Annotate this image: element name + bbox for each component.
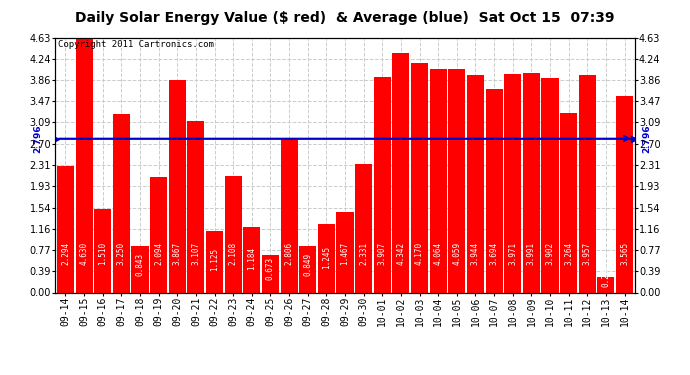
Text: 1.245: 1.245 <box>322 245 331 268</box>
Bar <box>131 246 148 292</box>
Text: 4.170: 4.170 <box>415 242 424 265</box>
Bar <box>560 113 578 292</box>
Bar <box>337 212 353 292</box>
Bar <box>206 231 223 292</box>
Bar <box>393 53 409 292</box>
Bar <box>486 89 503 292</box>
Text: 4.342: 4.342 <box>397 242 406 265</box>
Text: 2.796: 2.796 <box>33 124 42 153</box>
Bar <box>168 80 186 292</box>
Text: 1.510: 1.510 <box>98 242 107 265</box>
Text: 3.907: 3.907 <box>377 242 387 265</box>
Bar <box>150 177 167 292</box>
Text: 4.059: 4.059 <box>453 242 462 265</box>
Bar <box>448 69 465 292</box>
Text: Daily Solar Energy Value ($ red)  & Average (blue)  Sat Oct 15  07:39: Daily Solar Energy Value ($ red) & Avera… <box>75 11 615 25</box>
Bar <box>467 75 484 292</box>
Bar <box>523 73 540 292</box>
Text: 2.094: 2.094 <box>154 242 163 265</box>
Text: 4.630: 4.630 <box>79 242 88 265</box>
Bar <box>579 75 596 292</box>
Text: 0.849: 0.849 <box>303 253 313 276</box>
Text: 0.288: 0.288 <box>602 264 611 287</box>
Text: 3.867: 3.867 <box>172 242 181 265</box>
Text: 3.944: 3.944 <box>471 242 480 265</box>
Bar <box>411 63 428 292</box>
Text: 4.064: 4.064 <box>434 242 443 265</box>
Text: Copyright 2011 Cartronics.com: Copyright 2011 Cartronics.com <box>58 40 214 49</box>
Bar <box>225 176 241 292</box>
Text: 2.806: 2.806 <box>284 242 293 265</box>
Bar <box>75 38 92 292</box>
Text: 3.971: 3.971 <box>509 242 518 265</box>
Bar <box>430 69 446 292</box>
Bar <box>57 166 74 292</box>
Text: 2.108: 2.108 <box>228 242 237 265</box>
Text: 3.107: 3.107 <box>191 242 200 265</box>
Text: 1.125: 1.125 <box>210 248 219 271</box>
Text: 3.991: 3.991 <box>527 242 536 265</box>
Text: 3.694: 3.694 <box>490 242 499 265</box>
Text: 3.957: 3.957 <box>583 242 592 265</box>
Text: 3.250: 3.250 <box>117 242 126 265</box>
Bar <box>616 96 633 292</box>
Bar <box>187 122 204 292</box>
Text: 1.184: 1.184 <box>247 246 256 270</box>
Bar <box>318 224 335 292</box>
Bar <box>112 114 130 292</box>
Text: 1.467: 1.467 <box>340 242 350 265</box>
Text: 0.673: 0.673 <box>266 256 275 279</box>
Text: 3.565: 3.565 <box>620 242 629 265</box>
Bar <box>281 138 297 292</box>
Text: 3.902: 3.902 <box>546 242 555 265</box>
Bar <box>299 246 316 292</box>
Text: 2.796: 2.796 <box>642 124 651 153</box>
Bar <box>504 74 522 292</box>
Bar <box>94 209 111 292</box>
Bar <box>262 255 279 292</box>
Bar <box>244 227 260 292</box>
Text: 3.264: 3.264 <box>564 242 573 265</box>
Bar <box>542 78 559 292</box>
Bar <box>355 164 372 292</box>
Bar <box>374 77 391 292</box>
Bar <box>598 277 615 292</box>
Text: 2.331: 2.331 <box>359 242 368 265</box>
Text: 0.843: 0.843 <box>135 253 144 276</box>
Text: 2.294: 2.294 <box>61 242 70 265</box>
